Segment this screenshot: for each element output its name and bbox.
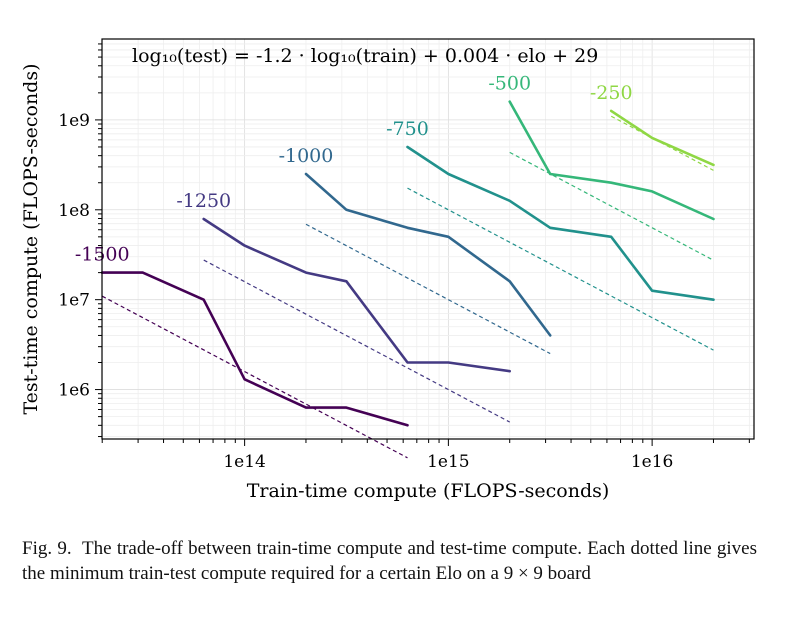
axis-ticks: 1e14 1e15 1e16 1e6 1e7 1e8 1e9 xyxy=(58,43,750,472)
figure-caption: Fig. 9. The trade-off between train-time… xyxy=(22,536,757,586)
fit-line--1500 xyxy=(101,295,408,459)
plot-area xyxy=(102,39,754,439)
series-line--500 xyxy=(508,100,715,221)
series-label--250: -250 xyxy=(590,82,633,104)
series-label--1250: -1250 xyxy=(176,190,231,212)
series-label--500: -500 xyxy=(488,73,531,95)
series-line--750 xyxy=(406,145,715,302)
y-tick-label: 1e9 xyxy=(58,111,90,131)
series-lines xyxy=(100,100,715,427)
chart-svg: -1500-1250-1000-750-500 -250 1e14 1e15 1e16… xyxy=(20,38,755,502)
series-labels: -1500-1250-1000-750-500 -250 xyxy=(75,73,633,266)
caption-text: The trade-off between train-time compute… xyxy=(22,538,757,584)
series-line--1500 xyxy=(100,271,409,427)
y-tick-label: 1e7 xyxy=(58,291,90,311)
y-axis-label: Test-time compute (FLOPS-seconds) xyxy=(20,63,42,414)
x-axis-label: Train-time compute (FLOPS-seconds) xyxy=(247,480,610,502)
fit-line--1250 xyxy=(203,259,510,423)
series-label--1000: -1000 xyxy=(279,145,334,167)
grid xyxy=(101,39,754,439)
x-tick-label: 1e16 xyxy=(631,452,674,472)
fit-line--500 xyxy=(509,151,714,261)
y-tick-label: 1e6 xyxy=(58,381,90,401)
fit-line--750 xyxy=(407,187,714,351)
x-tick-label: 1e14 xyxy=(223,452,266,472)
y-tick-label: 1e8 xyxy=(58,201,90,221)
series-label--750: -750 xyxy=(386,118,429,140)
series-line--250 xyxy=(609,109,715,167)
plot-frame xyxy=(101,38,755,440)
series-line--1250 xyxy=(202,217,512,373)
series-line--1000 xyxy=(304,172,552,337)
x-tick-label: 1e15 xyxy=(427,452,470,472)
formula-annotation: log₁₀(test) = -1.2 · log₁₀(train) + 0.00… xyxy=(132,45,598,67)
caption-label: Fig. 9. xyxy=(22,538,72,559)
